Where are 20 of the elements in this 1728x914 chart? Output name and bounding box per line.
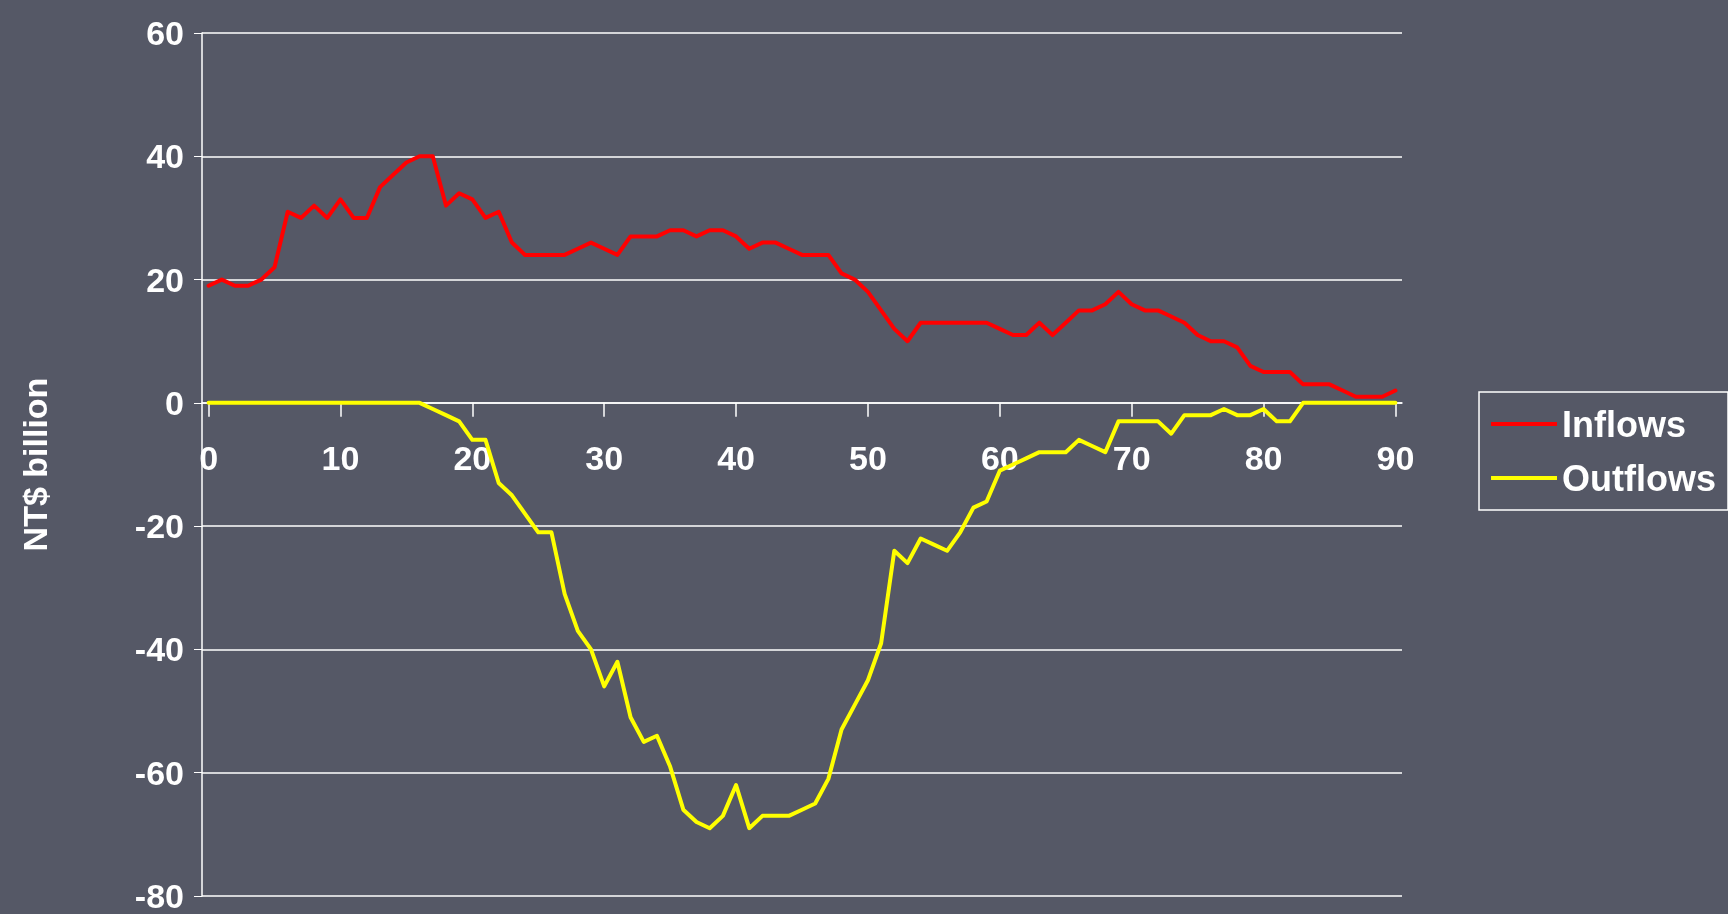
x-tick-label: 80 — [1244, 438, 1283, 477]
y-tick-label: 20 — [146, 260, 184, 299]
x-tick-label: 50 — [849, 438, 887, 477]
y-tick-label: 40 — [146, 137, 184, 176]
x-tick-label: 20 — [453, 438, 492, 477]
y-tick-label: -20 — [134, 507, 184, 546]
y-tick-label: 60 — [146, 14, 184, 52]
x-tick-label: 90 — [1376, 438, 1415, 477]
y-tick-label: 0 — [165, 383, 184, 422]
y-tick-label: -80 — [134, 877, 184, 914]
x-tick-label: 70 — [1112, 438, 1151, 477]
x-tick-label: 30 — [585, 438, 624, 477]
x-tick-label: 10 — [321, 438, 360, 477]
x-tick-label: 40 — [717, 438, 755, 477]
legend-label: Inflows — [1562, 403, 1687, 445]
line-series — [206, 154, 1398, 399]
y-tick-label: -60 — [134, 753, 184, 792]
y-tick-label: -40 — [134, 630, 184, 669]
legend-label: Outflows — [1562, 457, 1716, 499]
y-axis-title: NT$ billion — [16, 377, 54, 552]
